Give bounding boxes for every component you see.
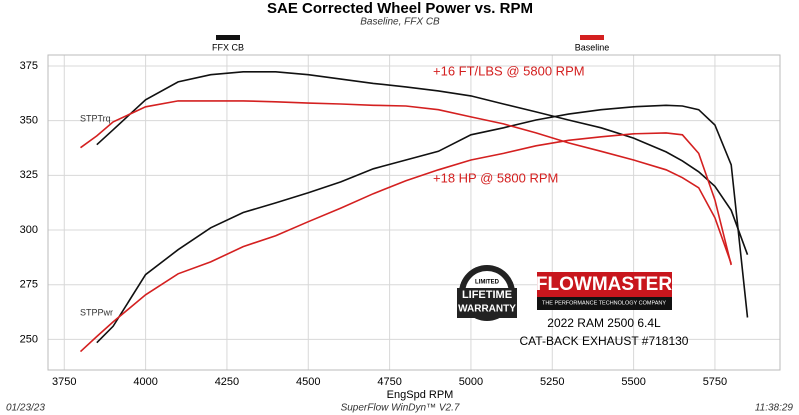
annotation: +18 HP @ 5800 RPM [433,170,558,185]
vehicle-text: 2022 RAM 2500 6.4L [547,316,661,330]
y-tick-label: 275 [20,279,38,291]
x-tick-label: 4750 [377,376,401,388]
data-line [80,100,732,264]
x-tick-label: 3750 [52,376,76,388]
x-tick-label: 5750 [703,376,727,388]
annotation: +16 FT/LBS @ 5800 RPM [433,63,585,78]
data-line [96,71,749,255]
x-tick-label: 4500 [296,376,320,388]
x-axis-label: EngSpd RPM [387,389,454,401]
legend-swatch [216,35,240,40]
y-tick-label: 250 [20,333,38,345]
x-tick-label: 4000 [133,376,157,388]
data-line [96,104,749,344]
chart-subtitle: Baseline, FFX CB [360,17,440,28]
x-tick-label: 5000 [459,376,483,388]
footer-software: SuperFlow WinDyn™ V2.7 [341,403,460,414]
x-tick-label: 5500 [621,376,645,388]
curve-label: STPTrq [80,113,111,123]
badge-text: WARRANTY [458,304,516,315]
x-tick-label: 4250 [215,376,239,388]
warranty-badge: LIMITED LIFETIME WARRANTY [457,265,517,321]
x-tick-label: 5250 [540,376,564,388]
plot-frame [47,54,781,371]
badge-text: LIMITED [475,280,500,286]
marks-layer: 3750 4000 4250 4500 4750 5000 5250 5500 5750 250 2… [20,35,780,388]
curve-label: STPPwr [80,307,113,317]
y-tick-label: 325 [20,169,38,181]
legend-label: FFX CB [212,42,244,52]
brand-tagline: THE PERFORMANCE TECHNOLOGY COMPANY [542,300,666,306]
footer-date: 01/23/23 [6,403,45,414]
badge-text: LIFETIME [462,289,512,301]
y-tick-label: 375 [20,60,38,72]
legend-swatch [580,35,604,40]
brand-logo: FLOWMASTER THE PERFORMANCE TECHNOLOGY CO… [536,272,672,310]
legend-label: Baseline [575,42,610,52]
data-line [79,132,732,353]
y-tick-label: 300 [20,224,38,236]
brand-name: FLOWMASTER [536,274,672,295]
y-tick-label: 350 [20,115,38,127]
vehicle-text: CAT-BACK EXHAUST #718130 [520,334,689,348]
chart-title: SAE Corrected Wheel Power vs. RPM [267,0,533,17]
footer-time: 11:38:29 [755,403,794,414]
